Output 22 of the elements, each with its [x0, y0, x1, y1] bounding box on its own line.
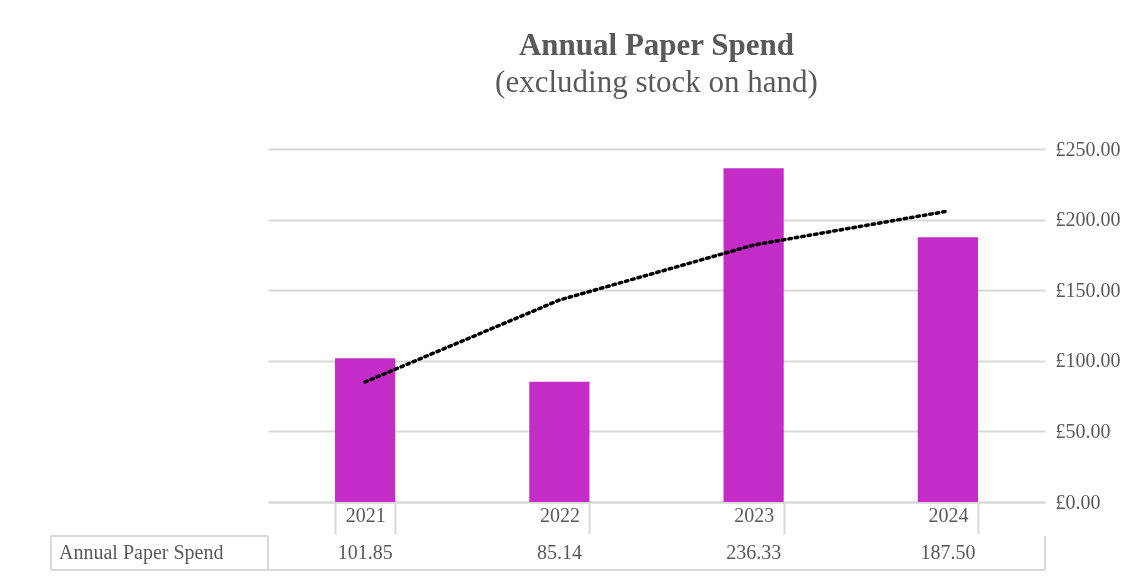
text: Annual Paper Spend [59, 541, 224, 564]
y-tick-label: £250.00 [1055, 137, 1121, 160]
y-tick-label: £50.00 [1055, 419, 1111, 442]
data-label: 85.14 [536, 541, 582, 563]
bar [917, 237, 978, 502]
x-tick-label: 2022 [539, 503, 580, 526]
x-tick-label: 2021 [345, 503, 386, 526]
x-tick-label: 2023 [734, 503, 775, 526]
y-tick-label: £200.00 [1055, 208, 1121, 231]
y-tick-label: £0.00 [1055, 490, 1101, 513]
data-label: 101.85 [337, 541, 393, 563]
data-label: 187.50 [920, 541, 976, 563]
bar [529, 381, 590, 502]
chart-title: Annual Paper Spend [518, 27, 795, 62]
bar [723, 168, 784, 502]
data-label: 236.33 [726, 541, 782, 563]
bar [335, 358, 396, 502]
x-tick-label: 2024 [928, 503, 969, 526]
chart-subtitle: (excluding stock on hand) [495, 64, 818, 99]
y-tick-label: £100.00 [1055, 349, 1121, 372]
y-tick-label: £150.00 [1055, 278, 1121, 301]
line-series [363, 209, 950, 384]
